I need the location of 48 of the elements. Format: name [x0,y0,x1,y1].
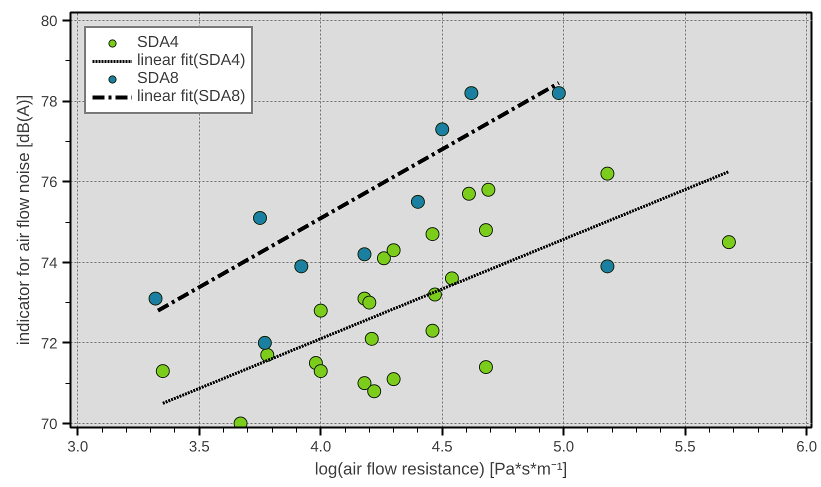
x-axis-title: log(air flow resistance) [Pa*s*m⁻¹] [314,460,568,478]
point [314,364,328,378]
y-tick-label: 80 [40,13,58,30]
point [362,296,376,310]
point [294,259,308,274]
legend-label: linear fit(SDA8) [137,88,246,106]
point [464,86,478,100]
point [364,332,379,346]
point [425,324,440,338]
x-tick-label: 5.5 [674,438,696,456]
legend-label: SDA8 [137,70,179,88]
point [376,251,391,266]
point [462,186,476,201]
x-tick-label: 4.5 [432,438,453,456]
point [478,223,493,238]
point [425,227,440,242]
y-tick-label: 70 [40,416,58,433]
point [444,271,459,286]
x-tick-label: 3.5 [188,438,210,456]
point [386,243,401,258]
point [600,259,614,274]
point [253,211,267,225]
y-tick-label: 72 [40,335,58,352]
point [410,194,425,209]
point [386,372,401,386]
y-tick-label: 76 [40,174,58,192]
x-tick-label: 4.0 [310,438,332,456]
point [481,182,496,197]
x-tick-label: 5.0 [553,438,574,456]
point [357,376,372,390]
y-tick-label: 78 [40,94,58,111]
y-tick-label: 74 [40,254,58,272]
point [156,364,170,378]
x-tick-label: 3.0 [67,438,88,456]
point [600,166,614,181]
point [552,86,566,100]
point [478,360,493,374]
y-axis-title: indicator for air flow noise [dB(A)] [14,94,33,346]
point [258,336,272,350]
legend-label: SDA4 [137,34,179,52]
point [148,292,163,306]
point [357,247,372,262]
point [435,122,450,136]
legend-label: linear fit(SDA4) [137,52,246,70]
point [314,304,328,318]
point [722,235,736,250]
point [367,384,382,398]
x-tick-label: 6.0 [796,438,818,456]
